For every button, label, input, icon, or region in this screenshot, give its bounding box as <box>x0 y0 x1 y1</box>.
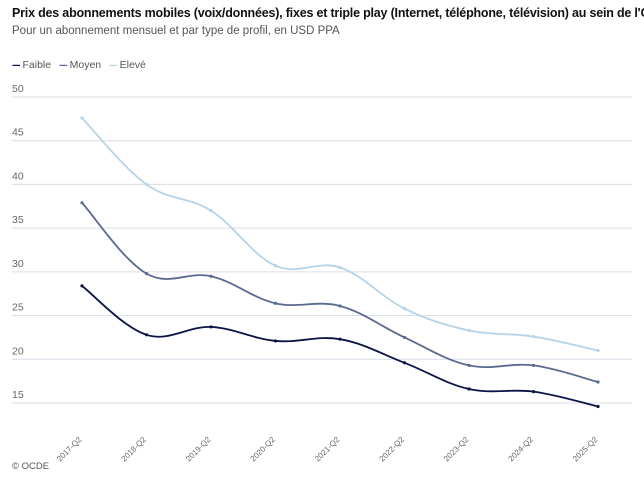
x-tick-label: 2020-Q2 <box>249 435 278 464</box>
y-tick-label: 45 <box>12 127 24 139</box>
legend-item-moyen[interactable]: --- Moyen <box>59 59 101 71</box>
data-point[interactable] <box>273 339 278 343</box>
legend-label: Moyen <box>69 59 102 71</box>
data-point[interactable] <box>467 387 471 391</box>
data-point[interactable] <box>531 363 536 368</box>
y-tick-label: 30 <box>12 258 24 270</box>
data-point[interactable] <box>273 301 278 305</box>
x-tick-label: 2023-Q2 <box>442 435 471 464</box>
legend-item-faible[interactable]: --- Faible <box>12 59 51 71</box>
x-tick-label: 2021-Q2 <box>313 435 342 464</box>
data-point[interactable] <box>402 361 407 365</box>
legend-swatch: --- <box>59 59 67 71</box>
data-point[interactable] <box>596 380 600 384</box>
legend-label: Faible <box>22 59 52 71</box>
x-tick-label: 2025-Q2 <box>571 435 600 464</box>
data-point[interactable] <box>338 337 342 341</box>
x-tick-label: 2018-Q2 <box>120 435 149 464</box>
legend-item-eleve[interactable]: --- Elevé <box>109 59 146 71</box>
chart-subtitle: Pour un abonnement mensuel et par type d… <box>12 25 340 37</box>
data-point[interactable] <box>467 363 471 368</box>
series-line-moyen[interactable] <box>81 202 599 383</box>
x-tick-label: 2019-Q2 <box>184 435 213 464</box>
y-tick-label: 35 <box>12 214 24 226</box>
legend-label: Elevé <box>119 59 146 71</box>
data-point[interactable] <box>596 348 600 353</box>
y-tick-label: 15 <box>12 389 24 401</box>
data-point[interactable] <box>80 201 84 205</box>
legend-swatch: --- <box>12 59 20 71</box>
source-note: © OCDE <box>12 461 50 472</box>
data-point[interactable] <box>209 209 213 213</box>
y-tick-label: 40 <box>12 170 24 182</box>
data-point[interactable] <box>144 333 149 337</box>
y-tick-label: 20 <box>12 345 24 357</box>
data-point[interactable] <box>80 116 84 120</box>
data-point[interactable] <box>531 390 536 394</box>
data-point[interactable] <box>402 335 407 340</box>
y-tick-label: 50 <box>12 83 24 95</box>
data-point[interactable] <box>273 264 278 268</box>
data-point[interactable] <box>338 265 342 270</box>
x-tick-label: 2024-Q2 <box>507 435 536 464</box>
legend: --- Faible --- Moyen --- Elevé <box>12 59 146 71</box>
data-point[interactable] <box>209 274 213 278</box>
y-tick-label: 25 <box>12 302 24 314</box>
x-tick-label: 2017-Q2 <box>55 435 84 464</box>
x-tick-label: 2022-Q2 <box>378 435 407 464</box>
chart-title: Prix des abonnements mobiles (voix/donné… <box>12 6 644 20</box>
series-line-faible[interactable] <box>81 285 599 408</box>
data-point[interactable] <box>467 328 471 333</box>
data-point[interactable] <box>402 306 407 311</box>
data-point[interactable] <box>144 272 149 276</box>
data-point[interactable] <box>209 325 213 329</box>
legend-swatch: --- <box>109 59 117 71</box>
data-point[interactable] <box>596 404 600 409</box>
data-point[interactable] <box>144 182 149 187</box>
data-point[interactable] <box>531 334 536 339</box>
data-point[interactable] <box>80 284 84 288</box>
data-point[interactable] <box>338 304 342 308</box>
